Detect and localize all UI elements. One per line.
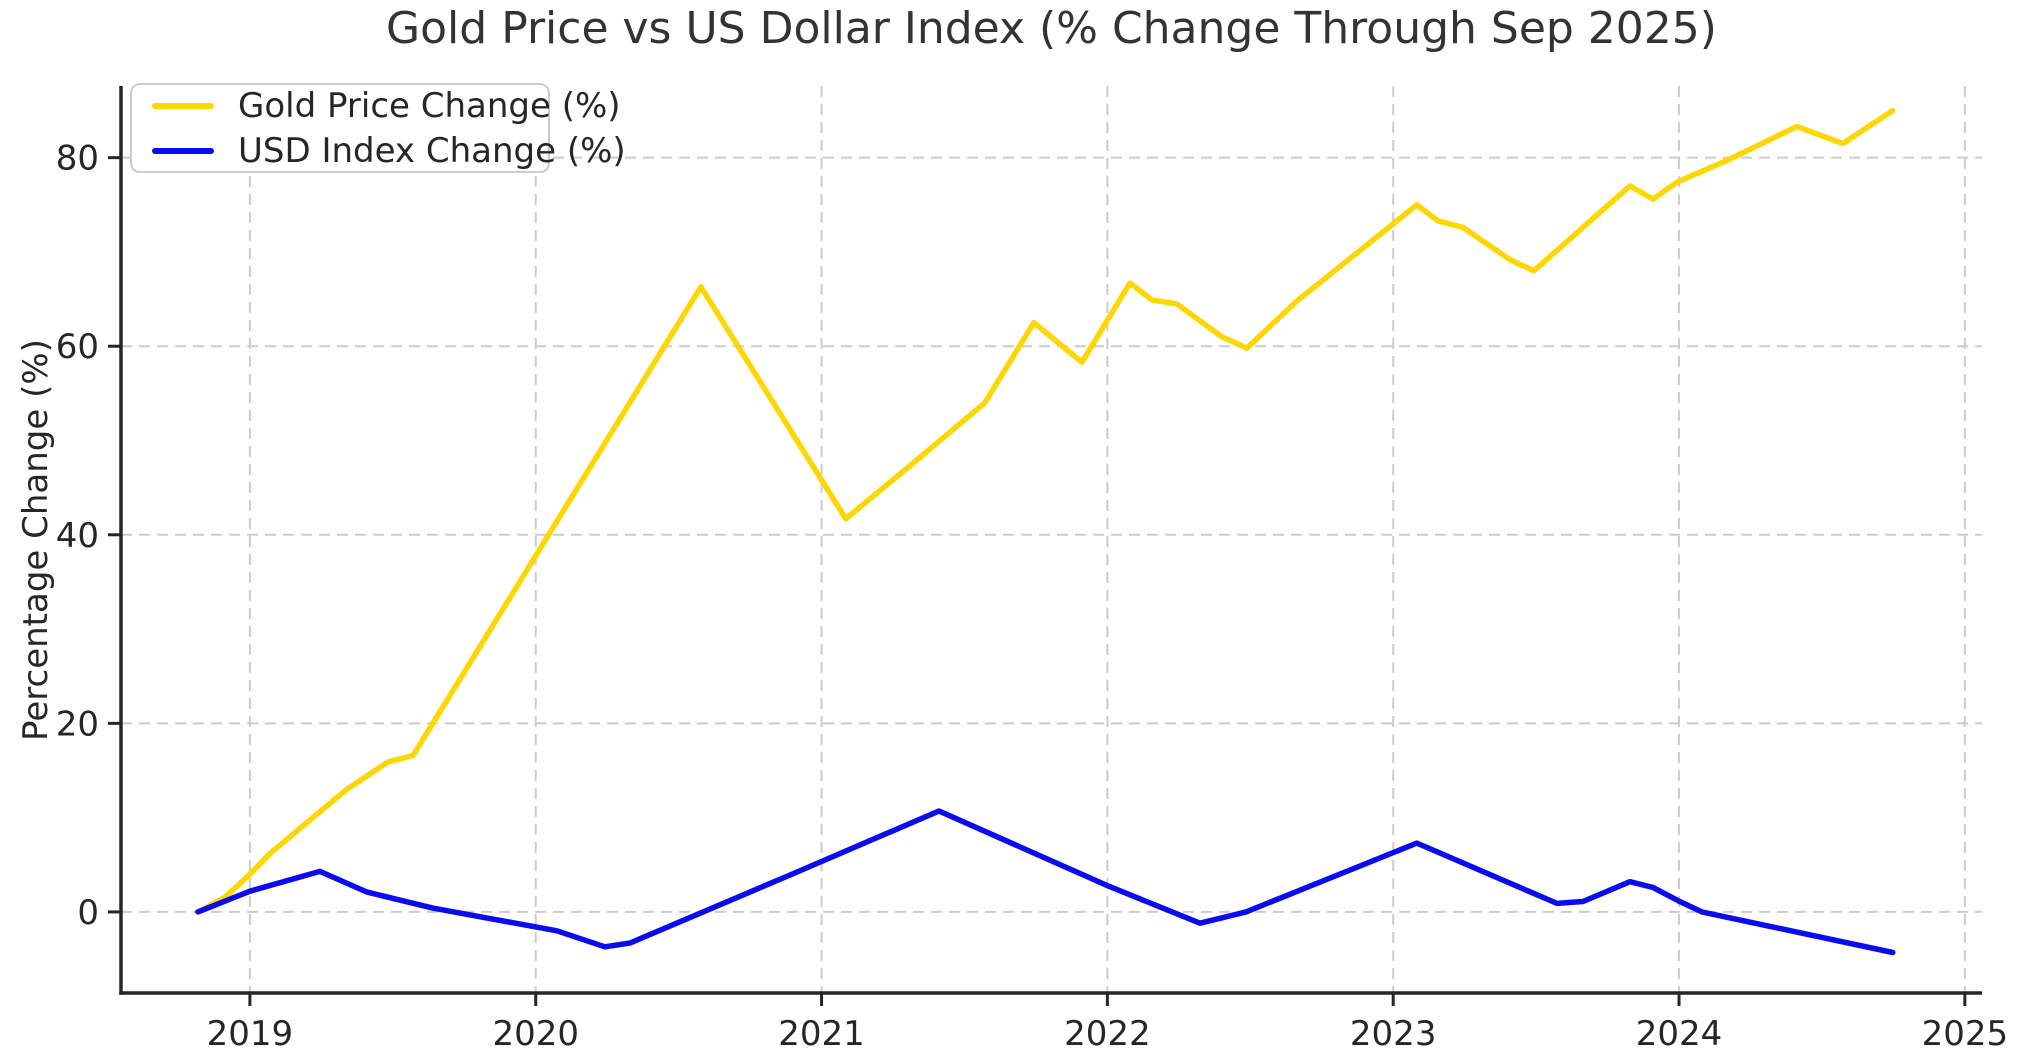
legend-item-gold: Gold Price Change (%): [152, 86, 621, 126]
x-tick-label: 2022: [1064, 1014, 1151, 1054]
y-tick-label: 0: [77, 893, 99, 933]
x-tick-label: 2024: [1636, 1014, 1723, 1054]
x-tick-label: 2025: [1922, 1014, 2009, 1054]
y-tick-label: 20: [56, 704, 99, 744]
usd-index-change-line: [195, 808, 1896, 956]
chart-title: Gold Price vs US Dollar Index (% Change …: [386, 3, 1717, 54]
legend-label-gold: Gold Price Change (%): [238, 85, 621, 126]
y-tick-label: 40: [56, 516, 99, 556]
gold-line-swatch: [152, 102, 214, 109]
gold-price-change-line: [195, 107, 1896, 915]
usd-line-swatch: [152, 147, 214, 154]
x-tick-label: 2021: [778, 1014, 865, 1054]
legend-item-usd: USD Index Change (%): [152, 131, 626, 171]
y-tick-label: 60: [56, 327, 99, 367]
x-tick-label: 2019: [207, 1014, 294, 1054]
legend: Gold Price Change (%) USD Index Change (…: [130, 83, 626, 173]
y-tick-label: 80: [56, 139, 99, 179]
x-tick-label: 2020: [492, 1014, 579, 1054]
legend-label-usd: USD Index Change (%): [238, 130, 626, 171]
x-tick-label: 2023: [1350, 1014, 1437, 1054]
